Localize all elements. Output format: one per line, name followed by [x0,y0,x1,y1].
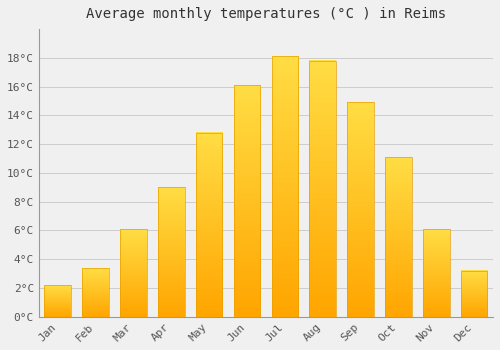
Bar [461,271,487,317]
Bar [234,85,260,317]
Bar [385,157,411,317]
Bar [423,229,450,317]
Bar [196,133,222,317]
Bar [82,268,109,317]
Bar [120,229,146,317]
Bar [44,285,71,317]
Bar [158,187,184,317]
Bar [310,61,336,317]
Bar [272,56,298,317]
Title: Average monthly temperatures (°C ) in Reims: Average monthly temperatures (°C ) in Re… [86,7,446,21]
Bar [348,103,374,317]
